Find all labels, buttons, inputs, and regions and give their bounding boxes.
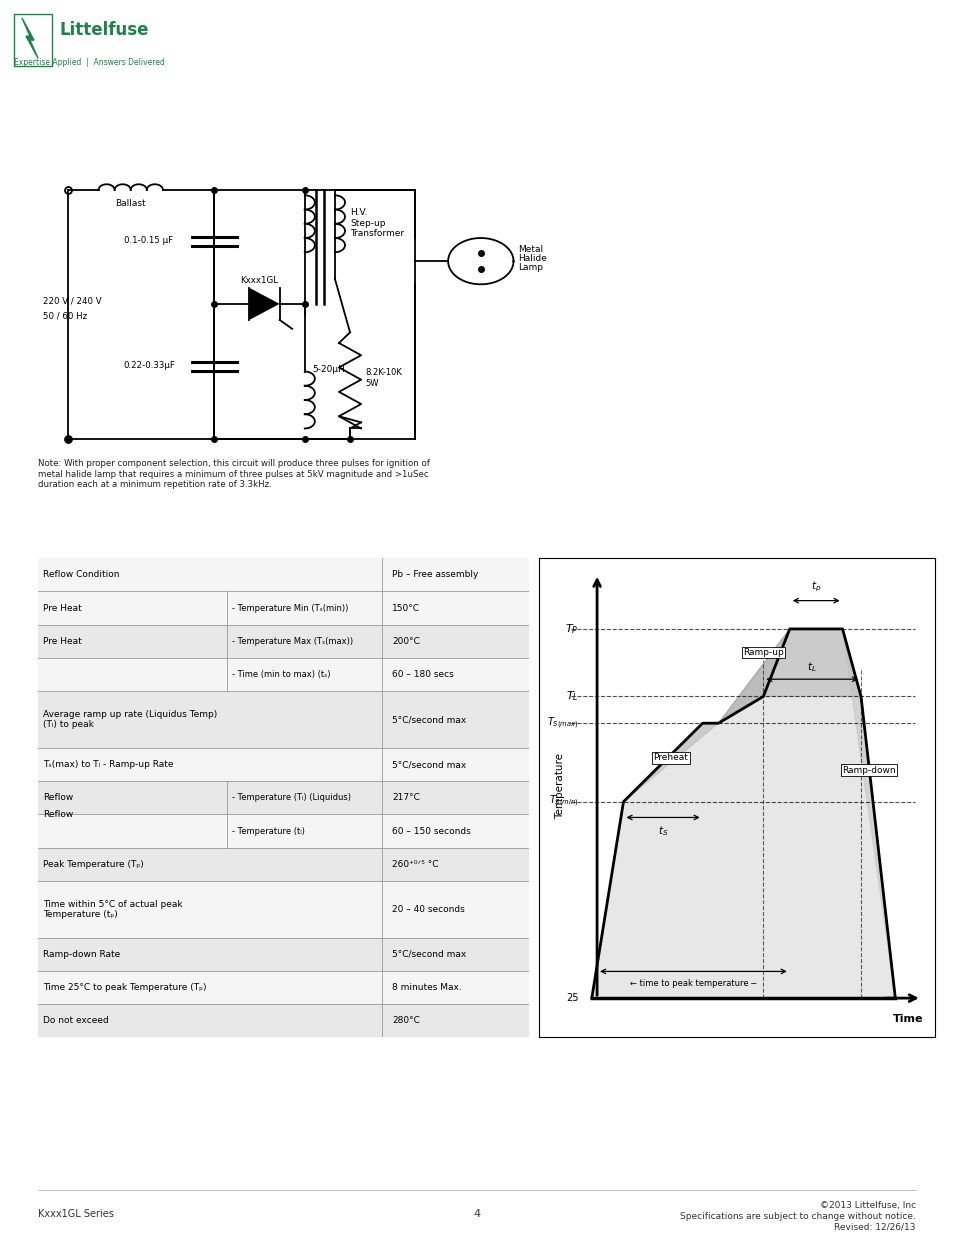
Text: 280°C: 280°C — [392, 1016, 419, 1025]
Text: 200°C: 200°C — [392, 637, 419, 646]
Text: Tₛ(max) to Tₗ - Ramp-up Rate: Tₛ(max) to Tₗ - Ramp-up Rate — [43, 760, 173, 769]
Bar — [38, 971, 529, 1004]
Text: Teccor: Teccor — [260, 19, 335, 38]
Polygon shape — [841, 629, 894, 998]
Text: Littelfuse: Littelfuse — [60, 21, 150, 40]
Text: $T_L$: $T_L$ — [565, 689, 578, 704]
Text: Pre Heat: Pre Heat — [43, 637, 82, 646]
Bar — [38, 937, 529, 971]
Text: ®: ® — [339, 17, 351, 27]
Text: Time: Time — [892, 1014, 923, 1024]
Text: ©2013 Littelfuse, Inc
Specifications are subject to change without notice.
Revis: ©2013 Littelfuse, Inc Specifications are… — [679, 1202, 915, 1231]
Text: H.V.: H.V. — [350, 207, 367, 217]
Text: 20 – 40 seconds: 20 – 40 seconds — [392, 905, 464, 914]
Text: Soldering Parameters: Soldering Parameters — [49, 532, 193, 545]
Polygon shape — [623, 724, 718, 802]
Bar — [38, 814, 529, 847]
FancyBboxPatch shape — [14, 14, 52, 67]
Text: 0.1-0.15 μF: 0.1-0.15 μF — [124, 236, 173, 246]
Text: - Temperature Max (Tₛ(max)): - Temperature Max (Tₛ(max)) — [232, 637, 353, 646]
Bar — [38, 1004, 529, 1037]
Text: 50 / 60 Hz: 50 / 60 Hz — [43, 311, 88, 320]
Text: Reflow: Reflow — [43, 793, 73, 803]
Text: ← time to peak temperature ─: ← time to peak temperature ─ — [630, 979, 756, 988]
Text: Kxxx1GL Series: Kxxx1GL Series — [38, 1209, 114, 1219]
Text: Peak Temperature (Tₚ): Peak Temperature (Tₚ) — [43, 860, 144, 869]
Text: Do not exceed: Do not exceed — [43, 1016, 109, 1025]
Text: 4: 4 — [473, 1209, 480, 1219]
Polygon shape — [762, 629, 861, 697]
Bar — [38, 625, 529, 658]
Text: brand Thyristors: brand Thyristors — [352, 19, 555, 38]
Text: $T_P$: $T_P$ — [564, 622, 578, 636]
Text: 5°C/second max: 5°C/second max — [392, 760, 466, 769]
Text: - Temperature (tₗ): - Temperature (tₗ) — [232, 826, 305, 836]
Polygon shape — [718, 629, 789, 724]
Text: 60 – 150 seconds: 60 – 150 seconds — [392, 826, 470, 836]
Text: 8 minutes Max.: 8 minutes Max. — [392, 983, 461, 992]
Text: Reflow: Reflow — [43, 810, 73, 819]
Text: Expertise Applied  |  Answers Delivered: Expertise Applied | Answers Delivered — [14, 58, 165, 67]
Text: - Temperature Min (Tₛ(min)): - Temperature Min (Tₛ(min)) — [232, 604, 348, 613]
Bar — [38, 881, 529, 937]
Text: - Time (min to max) (tₛ): - Time (min to max) (tₛ) — [232, 671, 331, 679]
Text: Transformer: Transformer — [350, 230, 404, 238]
Text: 8.2K-10K: 8.2K-10K — [365, 368, 401, 377]
Text: 5W: 5W — [365, 379, 378, 388]
Text: Metal: Metal — [518, 246, 543, 254]
Text: Halide: Halide — [518, 254, 547, 263]
Text: Time 25°C to peak Temperature (Tₚ): Time 25°C to peak Temperature (Tₚ) — [43, 983, 207, 992]
Polygon shape — [249, 288, 279, 320]
Text: 217°C: 217°C — [392, 793, 419, 803]
Text: Note: With proper component selection, this circuit will produce three pulses fo: Note: With proper component selection, t… — [38, 459, 430, 489]
Text: 5°C/second max: 5°C/second max — [392, 950, 466, 958]
Text: $t_L$: $t_L$ — [806, 661, 816, 674]
Text: 60 – 180 secs: 60 – 180 secs — [392, 671, 454, 679]
Text: Step-up: Step-up — [350, 219, 385, 227]
Text: 260⁺⁰ᐟ⁵ °C: 260⁺⁰ᐟ⁵ °C — [392, 860, 438, 869]
Text: - Temperature (Tₗ) (Liquidus): - Temperature (Tₗ) (Liquidus) — [232, 793, 351, 803]
Bar — [38, 782, 529, 814]
Bar — [38, 592, 529, 625]
Text: Kxxx1GL: Kxxx1GL — [240, 275, 278, 284]
Text: Reflow Condition: Reflow Condition — [43, 571, 119, 579]
Text: Pre Heat: Pre Heat — [43, 604, 82, 613]
Text: 5-20μH: 5-20μH — [312, 364, 345, 373]
Bar — [38, 748, 529, 782]
Bar — [38, 558, 529, 592]
Text: Time within 5°C of actual peak
Temperature (tₚ): Time within 5°C of actual peak Temperatu… — [43, 899, 183, 919]
Text: 25: 25 — [565, 993, 578, 1003]
Text: $T_{S(min)}$: $T_{S(min)}$ — [548, 794, 578, 809]
FancyBboxPatch shape — [8, 7, 203, 72]
Bar — [38, 592, 227, 692]
Text: Pb – Free assembly: Pb – Free assembly — [392, 571, 477, 579]
Text: Figure 10: Typical Metal Halide Ignitor Circuit: Figure 10: Typical Metal Halide Ignitor … — [49, 124, 350, 136]
Text: 220 V / 240 V: 220 V / 240 V — [43, 296, 102, 306]
Text: Ballast: Ballast — [115, 199, 146, 207]
Bar — [38, 658, 529, 692]
Text: 5°C/second max: 5°C/second max — [392, 715, 466, 724]
Text: Preheat: Preheat — [653, 753, 688, 762]
Polygon shape — [22, 19, 38, 58]
Text: Temperature: Temperature — [555, 753, 564, 819]
Text: $t_p$: $t_p$ — [810, 580, 821, 594]
Bar — [38, 847, 529, 881]
Text: $T_{S(max)}$: $T_{S(max)}$ — [546, 715, 578, 731]
Text: Ramp-down Rate: Ramp-down Rate — [43, 950, 120, 958]
Text: Ramp-down: Ramp-down — [841, 766, 895, 774]
Text: Ramp-up: Ramp-up — [742, 648, 783, 657]
Text: 150°C: 150°C — [392, 604, 419, 613]
Text: Lamp: Lamp — [518, 263, 543, 272]
Text: $t_S$: $t_S$ — [658, 824, 668, 837]
Text: 0.22-0.33μF: 0.22-0.33μF — [123, 361, 174, 370]
Text: Average ramp up rate (Liquidus Temp)
(Tₗ) to peak: Average ramp up rate (Liquidus Temp) (Tₗ… — [43, 710, 217, 730]
Text: Multipulse™ SIDACs: Multipulse™ SIDACs — [260, 44, 413, 59]
Bar — [38, 692, 529, 748]
